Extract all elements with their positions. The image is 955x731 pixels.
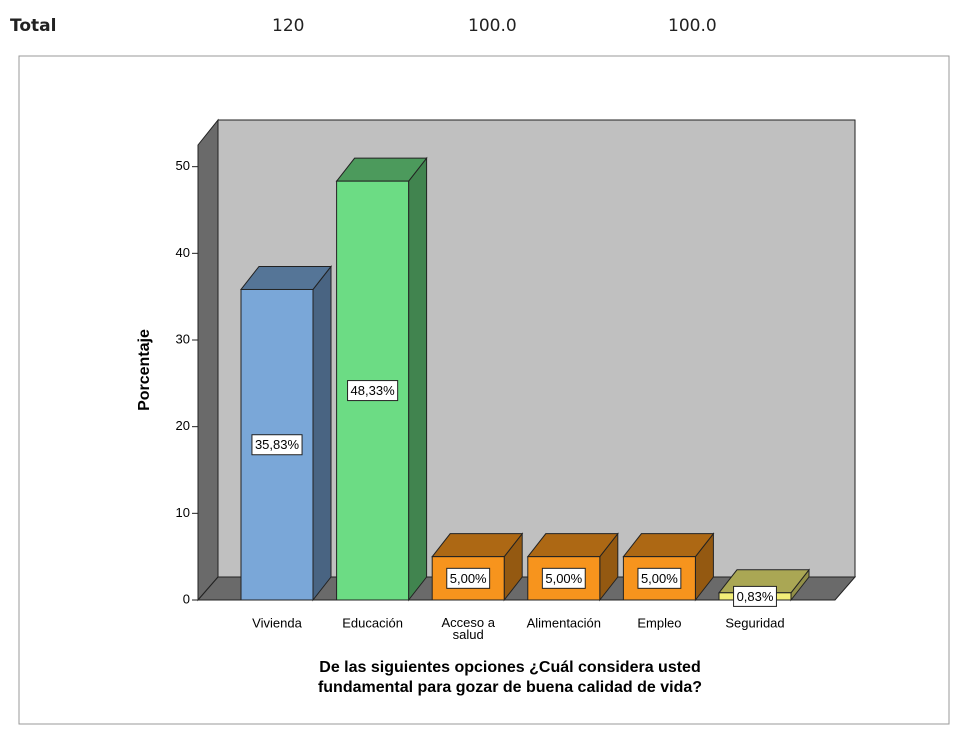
- bar-side: [312, 265, 332, 602]
- y-tick-label: 50: [176, 158, 190, 173]
- value-label-box: [541, 567, 586, 589]
- value-label: 5,00%: [641, 571, 678, 586]
- bar: [239, 265, 333, 602]
- bar: [526, 532, 619, 602]
- value-label: 35,83%: [255, 437, 300, 452]
- y-tick-label: 30: [176, 331, 190, 346]
- table-cell: 120: [272, 16, 305, 36]
- bar: [622, 532, 715, 602]
- table-cell: Total: [10, 16, 57, 36]
- x-tick-label: Seguridad: [725, 615, 784, 630]
- x-axis-title: De las siguientes opciones ¿Cuál conside…: [319, 659, 700, 676]
- y-axis-title: Porcentaje: [136, 329, 153, 411]
- x-tick-label: Educación: [342, 615, 403, 630]
- y-tick-label: 40: [176, 245, 190, 260]
- y-tick-label: 20: [176, 418, 190, 433]
- value-label-box: [251, 434, 303, 456]
- bar: [335, 156, 428, 602]
- table-cell: 100.0: [468, 16, 517, 36]
- side-wall: [197, 118, 219, 602]
- table-cell: 100.0: [668, 16, 717, 36]
- x-tick-label: Empleo: [637, 615, 681, 630]
- value-label: 5,00%: [545, 571, 582, 586]
- y-tick-label: 0: [183, 591, 190, 606]
- x-axis-title: fundamental para gozar de buena calidad …: [318, 679, 702, 696]
- value-label: 0,83%: [737, 589, 774, 604]
- x-tick-label: Acceso a salud: [441, 615, 495, 642]
- value-label: 5,00%: [450, 571, 487, 586]
- value-label-box: [733, 585, 777, 607]
- value-label-box: [347, 380, 399, 402]
- bar-side: [408, 156, 428, 602]
- value-label-box: [637, 567, 682, 589]
- x-tick-label: Vivienda: [252, 615, 302, 630]
- value-label: 48,33%: [351, 383, 396, 398]
- bar: [431, 532, 524, 602]
- value-label-box: [446, 567, 491, 589]
- y-tick-label: 10: [176, 505, 190, 520]
- x-tick-label: Alimentación: [527, 615, 601, 630]
